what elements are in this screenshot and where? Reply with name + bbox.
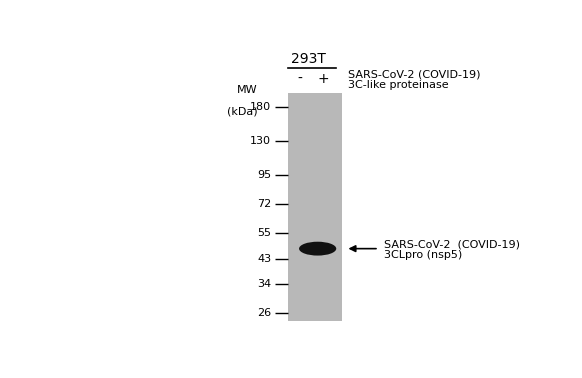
Text: 72: 72 [257,199,271,209]
Text: 55: 55 [257,228,271,238]
Ellipse shape [299,242,336,256]
Text: 43: 43 [257,254,271,264]
Text: (kDa): (kDa) [226,107,257,116]
Text: 26: 26 [257,308,271,318]
Text: 180: 180 [250,102,271,112]
Text: 3CLpro (nsp5): 3CLpro (nsp5) [384,250,463,260]
Text: SARS-CoV-2  (COVID-19): SARS-CoV-2 (COVID-19) [384,239,520,249]
Text: MW: MW [236,85,257,95]
Text: 34: 34 [257,279,271,289]
Text: 3C-like proteinase: 3C-like proteinase [348,81,449,90]
Text: 130: 130 [250,136,271,147]
Text: 95: 95 [257,170,271,180]
Text: SARS-CoV-2 (COVID-19): SARS-CoV-2 (COVID-19) [348,70,480,80]
Text: 293T: 293T [291,52,326,66]
Text: +: + [317,72,329,86]
Text: -: - [297,72,302,86]
